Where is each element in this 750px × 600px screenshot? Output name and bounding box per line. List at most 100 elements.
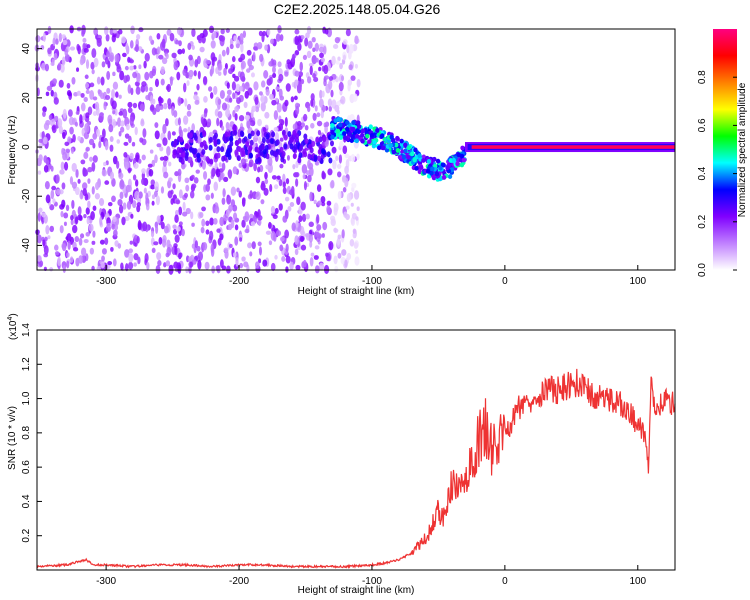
spectrogram-cell — [94, 101, 100, 111]
spectrogram-cell — [151, 68, 157, 77]
spectrogram-cell — [201, 206, 206, 212]
spectrogram-cell — [42, 111, 46, 118]
spectrogram-cell — [120, 126, 125, 133]
spectrogram-cell — [110, 246, 114, 252]
spectrogram-cell — [239, 262, 244, 269]
spectrogram-cell — [346, 193, 352, 203]
spectrogram-cell — [109, 144, 114, 152]
spectrogram-cell — [77, 178, 81, 184]
spectrogram-cell — [182, 201, 186, 212]
spectrogram-cell — [297, 42, 302, 51]
spectrogram-cell — [324, 28, 329, 35]
spectrogram-cell — [154, 130, 160, 140]
spectrogram-cell — [289, 261, 294, 271]
spectrogram-cell — [201, 148, 206, 155]
spectrogram-cell — [217, 237, 222, 246]
spectrogram-cell — [264, 44, 269, 51]
spectrogram-cell — [356, 153, 360, 160]
spectrogram-cell — [163, 225, 169, 234]
spectrogram-cell — [91, 240, 96, 245]
spectrogram-cell — [261, 180, 265, 187]
spectrogram-cell — [183, 115, 189, 125]
spectrogram-cell — [270, 38, 275, 45]
spectrogram-cell — [213, 30, 217, 39]
spectrogram-y-tick-label: 0 — [21, 144, 32, 150]
spectrogram-cell — [326, 205, 331, 214]
spectrogram-cell — [248, 152, 253, 159]
snr-plot-area — [37, 330, 675, 570]
spectrogram-cell — [67, 109, 73, 117]
spectrogram-cell — [166, 29, 172, 36]
spectrogram-cell — [299, 145, 304, 152]
spectrogram-cell — [115, 91, 119, 98]
spectrogram-cell — [154, 122, 159, 128]
spectrogram-cell — [279, 34, 284, 42]
spectrogram-cell — [141, 81, 147, 87]
spectrogram-cell — [242, 215, 247, 221]
spectrogram-cell — [231, 56, 236, 63]
spectrogram-cell — [251, 241, 256, 250]
spectrogram-cell — [285, 243, 289, 252]
spectrogram-cell — [86, 217, 90, 225]
spectrogram-cell — [346, 44, 350, 54]
spectrogram-cell — [435, 158, 441, 164]
spectrogram-cell — [199, 46, 205, 53]
spectrogram-cell — [327, 168, 333, 176]
spectrogram-cell — [232, 166, 238, 175]
spectrogram-cell — [190, 211, 194, 220]
spectrogram-cell — [312, 47, 316, 53]
spectrogram-cell — [305, 213, 310, 220]
spectrogram-cell — [196, 245, 201, 252]
spectrogram-cell — [163, 262, 167, 268]
spectrogram-cell — [332, 44, 339, 49]
spectrogram-cell — [89, 82, 95, 88]
spectrogram-cell — [292, 163, 296, 170]
spectrogram-cell — [51, 124, 57, 134]
spectrogram-cell — [78, 255, 84, 264]
spectrogram-cell — [133, 162, 139, 169]
spectrogram-cell — [136, 235, 140, 244]
spectrogram-cell — [308, 234, 314, 243]
spectrogram-cell — [38, 260, 44, 267]
spectrogram-cell — [50, 189, 55, 200]
spectrogram-cell — [389, 134, 394, 140]
spectrogram-cell — [252, 51, 256, 62]
spectrogram-cell — [430, 166, 435, 172]
spectrogram-cell — [328, 80, 333, 90]
snr-y-tick-label: 0.4 — [21, 494, 32, 508]
spectrogram-cell — [146, 261, 150, 270]
spectrogram-cell — [170, 198, 174, 205]
spectrogram-cell — [298, 215, 303, 223]
spectrogram-cell — [204, 261, 210, 270]
spectrogram-cell — [395, 148, 401, 153]
snr-y-tick-label: 0.8 — [21, 425, 32, 439]
spectrogram-cell — [147, 163, 153, 168]
spectrogram-cell — [98, 140, 102, 149]
spectrogram-cell — [294, 49, 300, 56]
spectrogram-cell — [333, 206, 338, 216]
spectrogram-cell — [121, 216, 126, 226]
spectrogram-cell — [245, 117, 249, 122]
spectrogram-cell — [160, 186, 165, 194]
spectrogram-cell — [318, 66, 322, 72]
spectrogram-cell — [83, 96, 88, 103]
spectrogram-cell — [234, 113, 238, 121]
spectrogram-cell — [85, 89, 90, 95]
spectrogram-cell — [269, 93, 274, 100]
spectrogram-cell — [232, 212, 238, 220]
spectrogram-cell — [154, 181, 159, 192]
spectrogram-cell — [337, 252, 342, 259]
spectrogram-cell — [322, 221, 328, 231]
spectrogram-cell — [177, 96, 182, 106]
spectrogram-cell — [203, 144, 208, 151]
spectrogram-cell — [158, 54, 164, 60]
spectrogram-cell — [112, 216, 117, 223]
spectrogram-cell — [163, 155, 169, 162]
snr-multiplier-exponent: 4 — [7, 317, 14, 321]
spectrogram-cell — [354, 133, 360, 139]
spectrogram-cell — [297, 125, 303, 130]
spectrogram-cell — [384, 147, 390, 153]
spectrogram-cell — [323, 79, 327, 87]
spectrogram-cell — [87, 200, 91, 209]
spectrogram-cell — [75, 110, 80, 115]
